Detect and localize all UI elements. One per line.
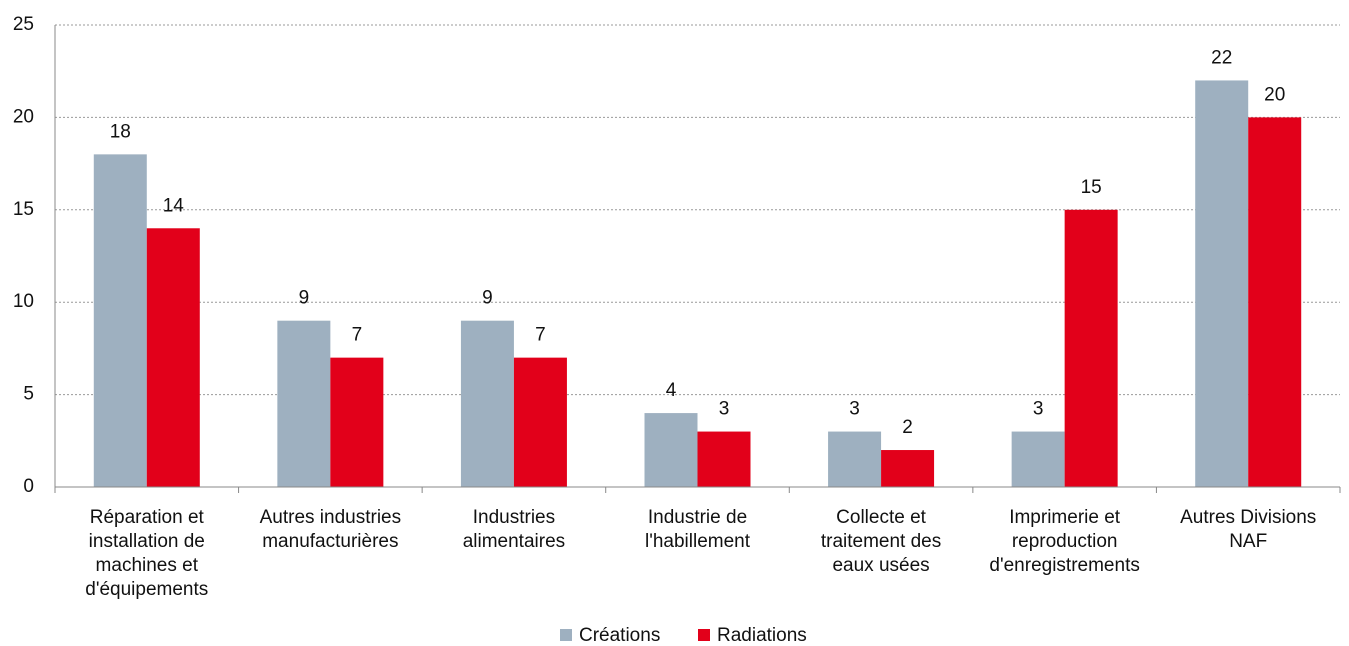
x-tick-label-line: Industrie de xyxy=(648,507,747,528)
value-label: 3 xyxy=(849,399,860,420)
bar xyxy=(881,450,935,487)
bar xyxy=(460,320,514,487)
x-tick-label-line: Imprimerie et xyxy=(1009,507,1121,528)
bar xyxy=(644,413,698,487)
legend-label: Créations xyxy=(579,625,660,646)
y-tick-label: 15 xyxy=(13,199,34,220)
value-label: 3 xyxy=(719,399,730,420)
x-tick-label: Industries alimentaires xyxy=(463,507,565,552)
x-tick-label-line: d'enregistrements xyxy=(989,555,1139,576)
legend-label: Radiations xyxy=(717,625,807,646)
bar xyxy=(330,357,384,487)
bar xyxy=(513,357,567,487)
bar xyxy=(1064,209,1118,488)
x-tick-label-line: l'habillement xyxy=(645,531,751,552)
x-tick-label: Réparation et installation de machines et d… xyxy=(85,507,208,600)
x-tick-label-line: machines et xyxy=(96,555,199,576)
x-tick-label-line: installation de xyxy=(89,531,205,552)
x-tick-label-line: d'équipements xyxy=(85,579,208,600)
value-label: 14 xyxy=(163,195,185,216)
value-label: 9 xyxy=(482,288,493,309)
x-tick-label-line: Autres Divisions xyxy=(1180,507,1316,528)
y-tick-label: 5 xyxy=(23,384,34,405)
value-label: 22 xyxy=(1211,47,1232,68)
x-tick-label-line: Collecte et xyxy=(836,507,926,528)
bar xyxy=(93,154,147,488)
x-tick-label-line: reproduction xyxy=(1012,531,1118,552)
bar xyxy=(1195,80,1249,487)
value-label: 4 xyxy=(666,380,677,401)
y-tick-label: 10 xyxy=(13,291,34,312)
value-label: 18 xyxy=(110,121,131,142)
bar xyxy=(828,431,882,487)
value-label: 20 xyxy=(1264,84,1285,105)
x-tick-label-line: Réparation et xyxy=(90,507,205,528)
x-tick-label: Imprimerie et reproduction d'enregistremen… xyxy=(989,507,1139,576)
x-tick-label-line: NAF xyxy=(1229,531,1267,552)
y-tick-label: 20 xyxy=(13,106,34,127)
x-tick-label-line: Autres industries xyxy=(260,507,402,528)
y-tick-label: 25 xyxy=(13,14,34,35)
x-tick-label-line: manufacturières xyxy=(262,531,398,552)
x-tick-label: Autres industries manufacturières xyxy=(260,507,402,552)
value-label: 7 xyxy=(352,325,363,346)
y-tick-label: 0 xyxy=(23,476,34,497)
x-tick-label-line: alimentaires xyxy=(463,531,565,552)
bar xyxy=(1248,117,1302,488)
x-tick-label-line: eaux usées xyxy=(832,555,929,576)
bar xyxy=(277,320,331,487)
x-tick-label-line: traitement des xyxy=(821,531,941,552)
legend-swatch xyxy=(698,629,710,641)
value-label: 15 xyxy=(1081,177,1102,198)
value-label: 9 xyxy=(299,288,310,309)
bar xyxy=(146,228,200,487)
bar xyxy=(1011,431,1065,487)
x-tick-label-line: Industries xyxy=(473,507,555,528)
x-tick-label: Collecte et traitement des eaux usées xyxy=(821,507,941,576)
value-label: 7 xyxy=(535,325,546,346)
x-tick-label: Autres Divisions NAF xyxy=(1180,507,1316,552)
value-label: 2 xyxy=(902,417,913,438)
value-label: 3 xyxy=(1033,399,1044,420)
legend-swatch xyxy=(560,629,572,641)
x-tick-label: Industrie de l'habillement xyxy=(645,507,751,552)
bar xyxy=(697,431,751,487)
